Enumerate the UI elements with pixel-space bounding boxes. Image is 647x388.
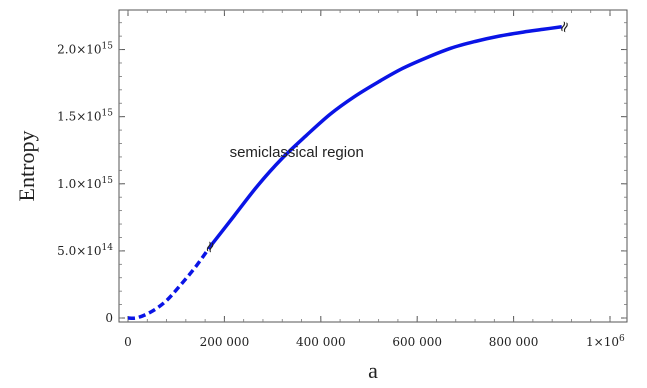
y-tick-label: 0 (105, 311, 113, 325)
series-line-dashed (127, 245, 212, 320)
x-tick-label: 200 000 (200, 335, 250, 349)
x-axis-ticks: 0 200 000 400 000 600 000 800 000 1×106 (124, 10, 625, 349)
plot-frame (118, 9, 628, 323)
x-tick-label: 600 000 (392, 335, 442, 349)
x-tick-label: 400 000 (296, 335, 346, 349)
x-axis-title: a (368, 358, 378, 383)
x-tick-label: 1×106 (586, 334, 625, 349)
axis-break-mark: ≈ (554, 18, 575, 36)
axis-break-mark: ≈ (199, 238, 220, 256)
x-tick-label: 0 (124, 335, 132, 349)
series-layer (127, 25, 563, 320)
x-tick-label: 800 000 (489, 335, 539, 349)
annotation-label: semiclassical region (230, 144, 364, 161)
y-tick-label: 1.0×1015 (57, 176, 113, 191)
annotation-layer: semiclassical region ≈ ≈ (199, 18, 575, 256)
series-line-solid (208, 25, 563, 248)
y-tick-label: 1.5×1015 (57, 109, 113, 124)
y-axis-title: Entropy (14, 131, 39, 202)
y-tick-label: 2.0×1015 (57, 42, 113, 57)
y-axis-ticks: 0 5.0×1014 1.0×1015 1.5×1015 2.0×1015 (57, 22, 627, 325)
y-tick-label: 5.0×1014 (57, 243, 113, 258)
